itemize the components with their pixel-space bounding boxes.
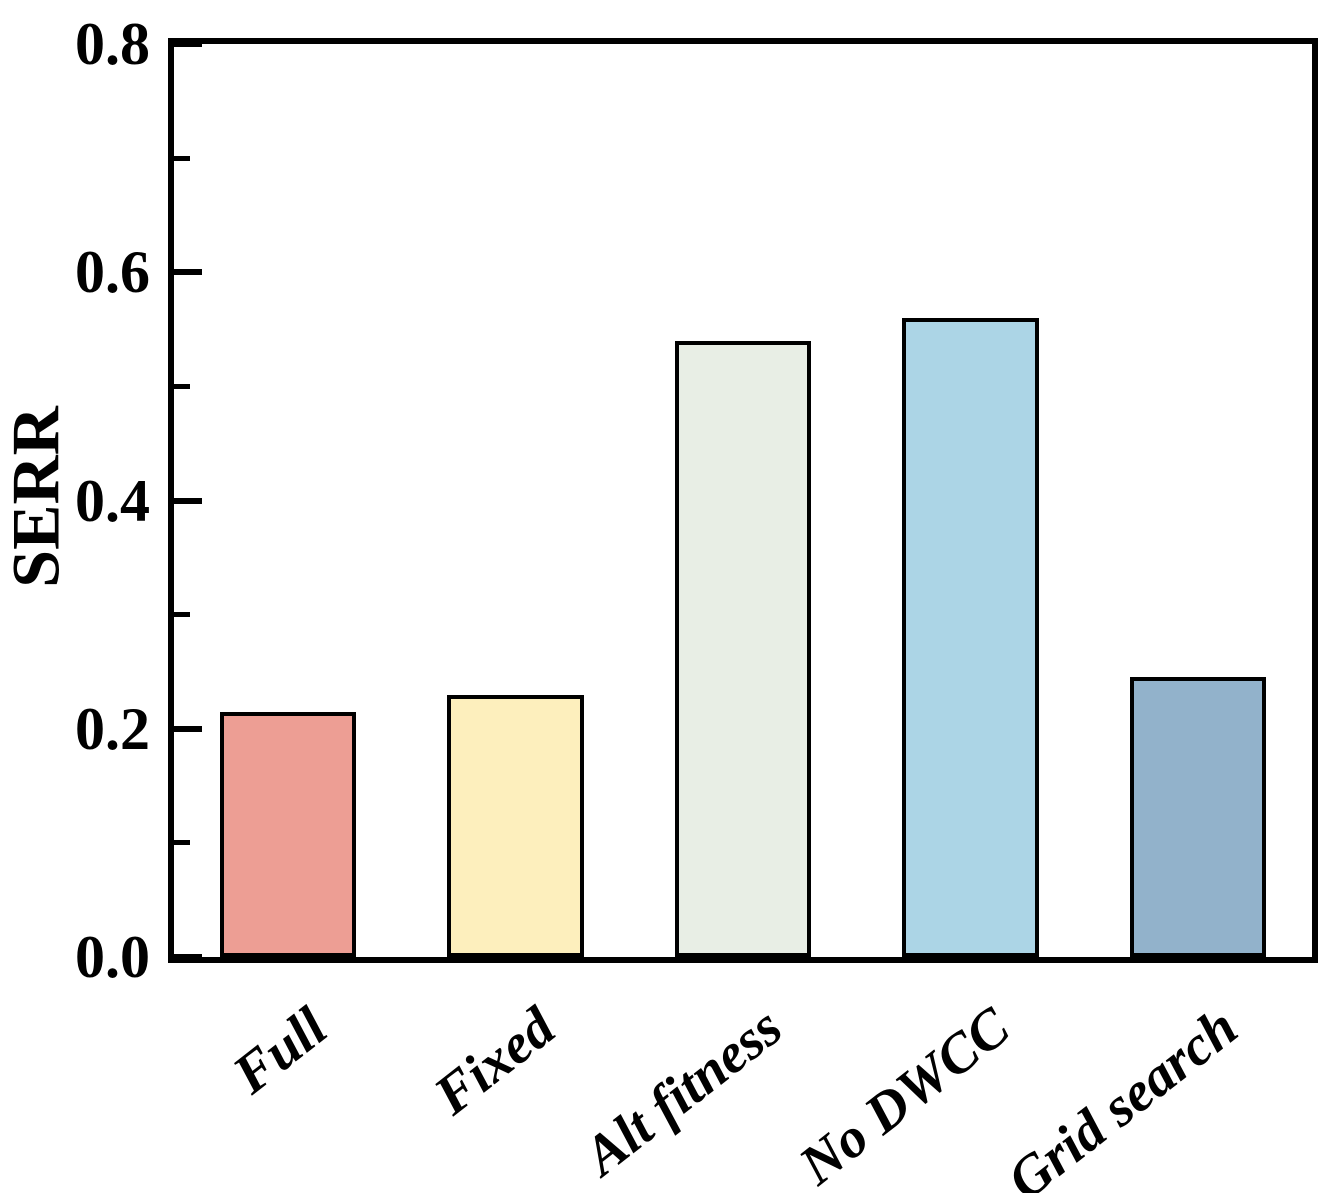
y-major-tick [174, 497, 202, 504]
x-axis-tick-label: Fixed [422, 995, 567, 1127]
x-axis-tick-label: Alt fitness [572, 995, 794, 1188]
bar-grid-search [1129, 677, 1267, 957]
bar-alt-fitness [674, 340, 812, 957]
bar-no-dwcc [902, 317, 1039, 957]
y-minor-tick [174, 840, 190, 846]
y-major-tick [174, 41, 202, 47]
y-minor-tick [174, 612, 190, 618]
y-axis-tick-label: 0.2 [75, 695, 150, 762]
plot-area [168, 38, 1318, 963]
x-axis-tick-label: No DWCC [788, 995, 1022, 1193]
x-axis-tick-label: Full [221, 995, 339, 1106]
bar-fixed [447, 694, 584, 957]
y-major-tick [174, 269, 202, 276]
y-axis-tick-label: 0.0 [75, 924, 150, 990]
y-minor-tick [174, 155, 190, 161]
y-axis-tick-label: 0.6 [75, 239, 150, 306]
y-axis-tick-label: 0.4 [75, 467, 150, 534]
y-major-tick [174, 954, 202, 960]
bar-full [219, 711, 357, 957]
x-axis-tick-label: Grid search [996, 995, 1249, 1193]
y-major-tick [174, 725, 202, 732]
y-minor-tick [174, 383, 190, 389]
y-axis-tick-label: 0.8 [75, 11, 150, 77]
